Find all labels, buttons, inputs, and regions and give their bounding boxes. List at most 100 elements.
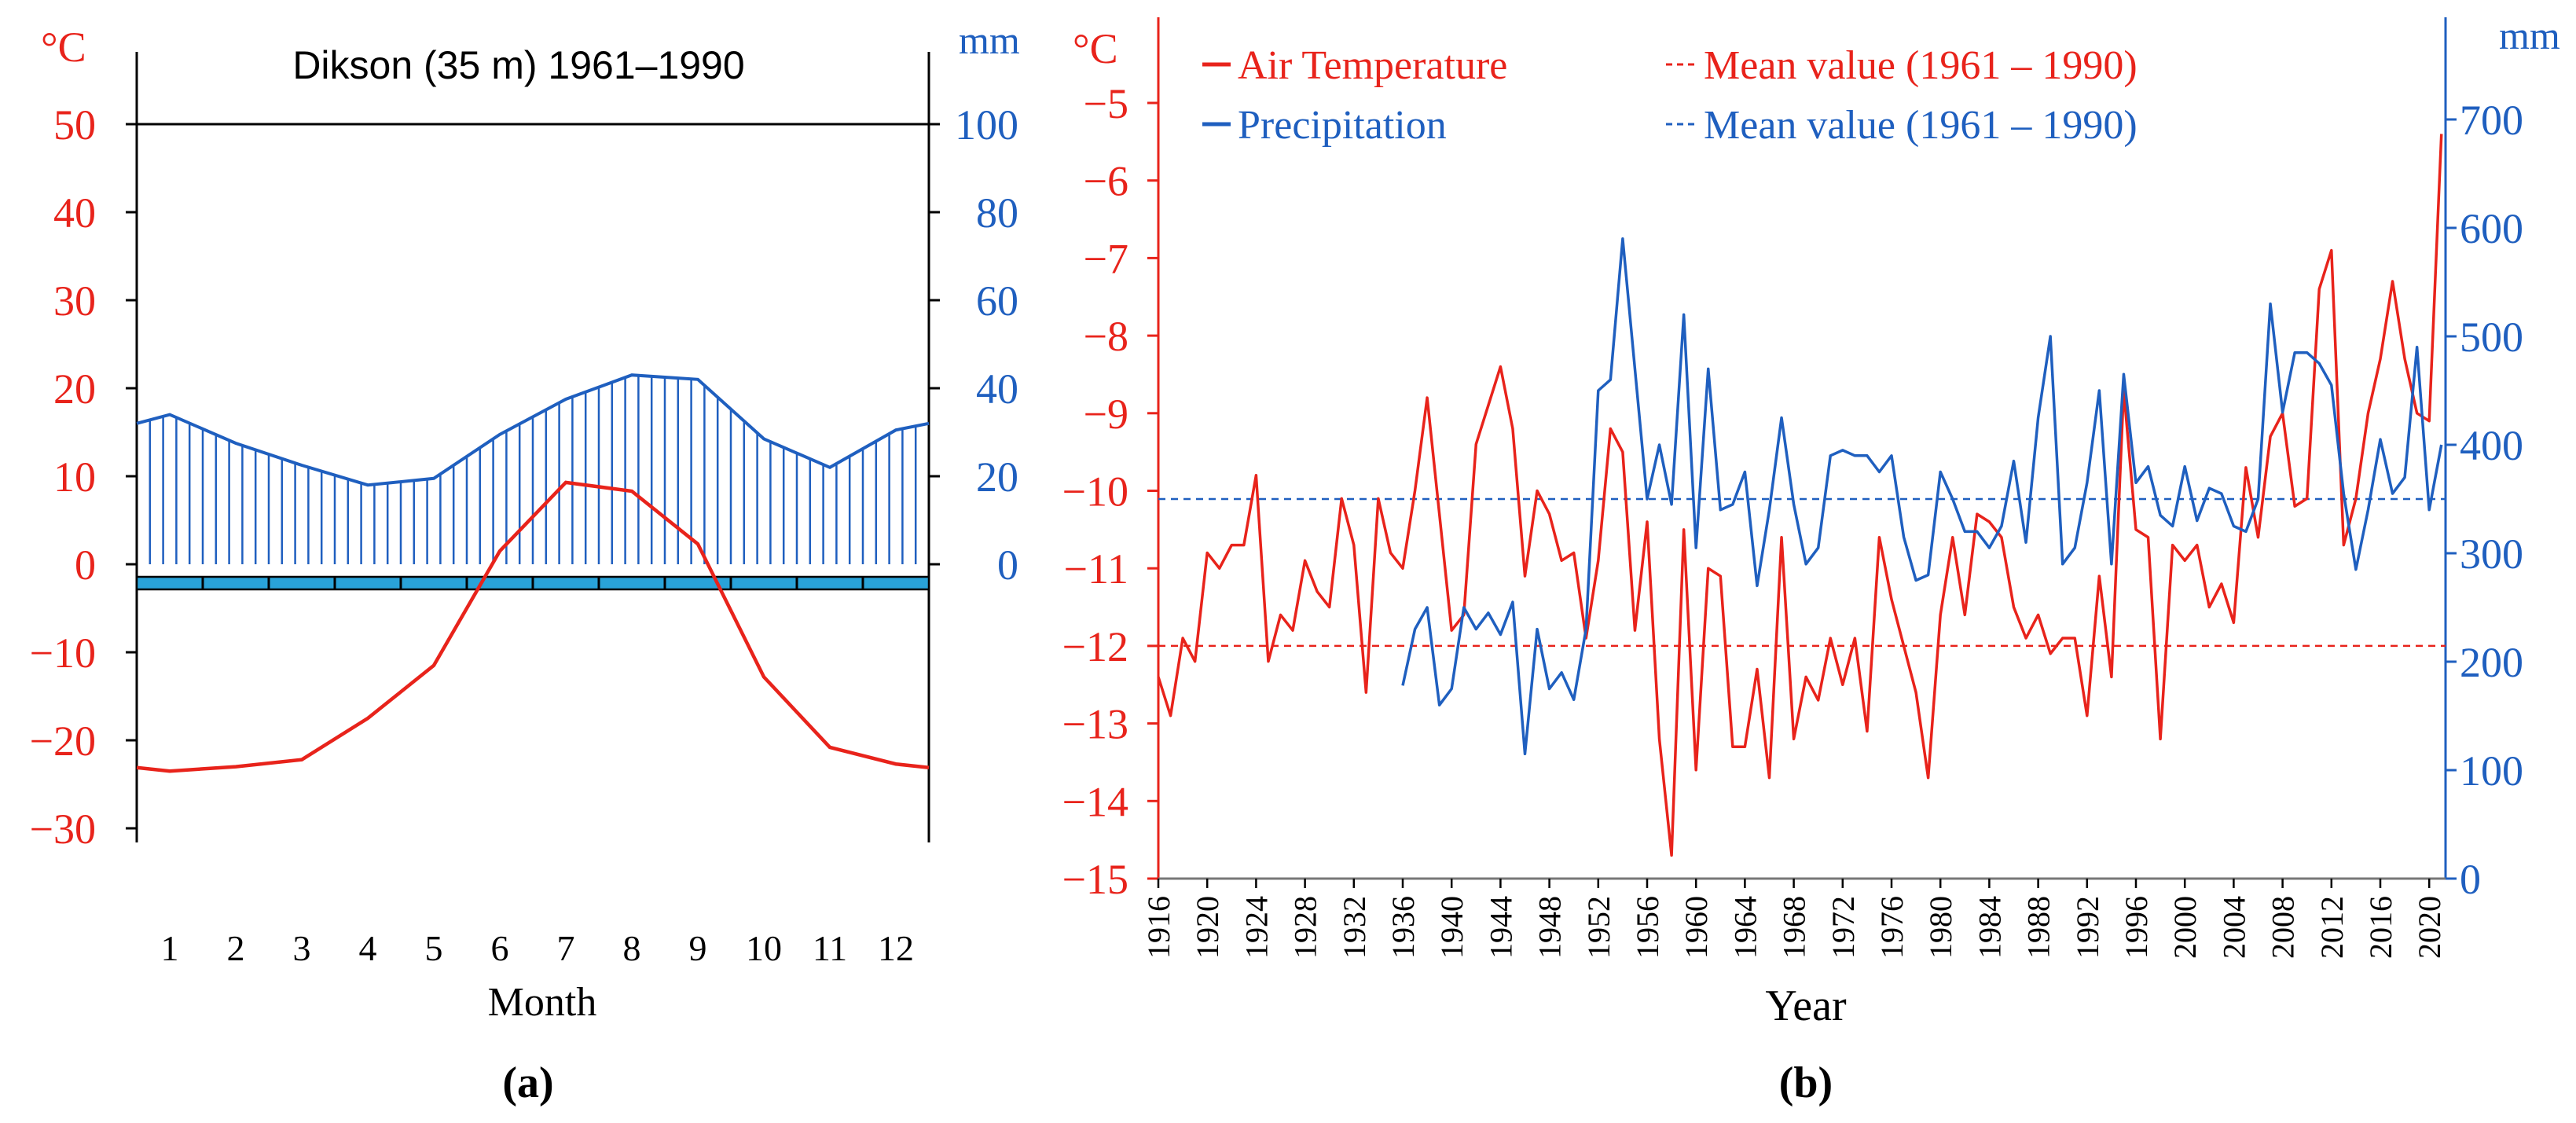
- panel-a-month-label: 9: [689, 928, 707, 968]
- panel-b-precipitation-line: [1401, 237, 2443, 756]
- panel-b-x-tick-label: 1984: [1972, 896, 2007, 959]
- panel-a-month-label: 1: [161, 928, 179, 968]
- panel-a-month-label: 8: [623, 928, 641, 968]
- panel-b-x-tick-label: 1920: [1190, 896, 1225, 959]
- panel-a-right-tick-label: 80: [976, 189, 1018, 237]
- panel-b-x-tick-label: 1960: [1679, 896, 1714, 959]
- panel-b-left-tick-label: −12: [1062, 623, 1128, 670]
- panel-b-x-tick-label: 1956: [1630, 896, 1665, 959]
- panel-a-xlabel: Month: [488, 980, 597, 1025]
- panel-b-xlabel: Year: [1765, 982, 1847, 1030]
- panel-b-x-tick-label: 1996: [2119, 896, 2154, 959]
- panel-a-right-tick-label: 40: [976, 365, 1018, 413]
- panel-a-month-label: 2: [227, 928, 245, 968]
- panel-b-x-tick-label: 1988: [2021, 896, 2057, 959]
- panel-b-left-tick-label: −13: [1062, 701, 1128, 748]
- panel-b-x-tick-label: 1936: [1385, 896, 1421, 959]
- panel-a-left-tick-label: 50: [53, 101, 96, 149]
- panel-b-x-tick-label: 2008: [2266, 896, 2301, 959]
- panel-a-month-label: 10: [746, 928, 782, 968]
- panel-a-month-label: 11: [813, 928, 847, 968]
- precipitation-area-hatch: [135, 375, 930, 564]
- panel-a-month-label: 5: [425, 928, 443, 968]
- panel-b-temperature-line: [1157, 134, 2443, 857]
- panel-b-right-tick-label: 300: [2460, 530, 2523, 578]
- legend-temp-label: Air Temperature: [1238, 43, 1507, 88]
- panel-a-right-tick-label: 60: [976, 277, 1018, 325]
- panel-b-left-tick-label: −14: [1062, 778, 1128, 825]
- panel-a-title: Dikson (35 m) 1961–1990: [292, 43, 744, 87]
- panel-b-x-tick-label: 1972: [1826, 896, 1861, 959]
- panel-a-left-tick-label: −20: [30, 717, 96, 765]
- panel-a-series: [136, 373, 930, 773]
- panel-b-left-tick-label: −7: [1084, 235, 1128, 282]
- panel-b-left-tick-label: −10: [1062, 468, 1128, 516]
- legend-temp-mean-label: Mean value (1961 – 1990): [1704, 43, 2137, 88]
- panel-b-x-tick-label: 1932: [1337, 896, 1372, 959]
- panel-b-time-series: −5 −6 −7 −8 −9 −10 −11 −12 −13 −14 −15 700 600 500 400…: [1062, 13, 2560, 1107]
- panel-a-temperature-line: [136, 480, 930, 773]
- panel-b-x-tick-label: 1924: [1238, 896, 1274, 959]
- panel-b-x-tick-label: 1952: [1581, 896, 1616, 959]
- panel-a-left-tick-label: 20: [53, 365, 96, 413]
- panel-b-series: [1157, 134, 2446, 857]
- panel-a-left-tick-label: 30: [53, 277, 96, 325]
- panel-b-x-tick-label: 1992: [2070, 896, 2105, 959]
- panel-b-left-tick-label: −5: [1084, 80, 1128, 127]
- panel-b-x-tick-label: 2004: [2216, 896, 2251, 959]
- panel-b-x-tick-label: 1976: [1874, 896, 1910, 959]
- legend-precip-mean-label: Mean value (1961 – 1990): [1704, 103, 2137, 148]
- panel-b-right-tick-label: 500: [2460, 314, 2523, 361]
- panel-a-right-unit: mm: [959, 18, 1020, 62]
- panel-a-axes: [126, 52, 940, 842]
- panel-b-x-tick-label: 2012: [2314, 896, 2350, 959]
- panel-a-right-tick-label: 0: [997, 541, 1018, 589]
- panel-b-right-tick-label: 600: [2460, 205, 2523, 252]
- panel-b-left-tick-label: −9: [1084, 391, 1128, 438]
- panel-b-right-tick-label: 0: [2460, 856, 2481, 903]
- panel-b-x-tick-label: 2020: [2412, 896, 2447, 959]
- panel-a-month-label: 12: [878, 928, 914, 968]
- panel-a-month-label: 4: [359, 928, 377, 968]
- panel-a-left-tick-label: 0: [75, 541, 96, 589]
- panel-b-x-tick-label: 1980: [1923, 896, 1958, 959]
- panel-b-x-tick-label: 1928: [1288, 896, 1323, 959]
- panel-b-x-tick-label: 1964: [1727, 896, 1763, 959]
- panel-b-left-tick-label: −6: [1084, 158, 1128, 205]
- panel-b-left-tick-label: −15: [1062, 856, 1128, 903]
- panel-b-axes: [1147, 17, 2457, 888]
- panel-b-label: (b): [1779, 1059, 1833, 1107]
- panel-b-x-tick-label: 1948: [1532, 896, 1568, 959]
- panel-b-right-tick-label: 400: [2460, 422, 2523, 469]
- panel-b-x-tick-label: 1968: [1777, 896, 1812, 959]
- panel-a-month-label: 3: [293, 928, 311, 968]
- panel-b-left-tick-label: −8: [1084, 313, 1128, 360]
- panel-a-left-tick-label: 40: [53, 189, 96, 237]
- panel-a-left-tick-label: −10: [30, 629, 96, 677]
- panel-b-right-tick-label: 700: [2460, 97, 2523, 144]
- panel-b-legend: Air Temperature Precipitation Mean value…: [1202, 43, 2137, 148]
- panel-b-right-unit: mm: [2499, 13, 2560, 57]
- panel-b-x-tick-label: 1940: [1434, 896, 1470, 959]
- panel-b-right-tick-label: 100: [2460, 747, 2523, 795]
- panel-a-right-tick-label: 100: [955, 101, 1018, 149]
- legend-precip-label: Precipitation: [1238, 103, 1447, 148]
- panel-b-left-unit: °C: [1073, 25, 1118, 72]
- panel-a-left-tick-label: 10: [53, 453, 96, 501]
- panel-b-x-tick-label: 1916: [1141, 896, 1176, 959]
- panel-b-right-tick-label: 200: [2460, 639, 2523, 686]
- panel-a-precipitation-line: [136, 373, 930, 487]
- panel-b-left-tick-label: −11: [1064, 545, 1128, 593]
- panel-b-tick-labels: −5 −6 −7 −8 −9 −10 −11 −12 −13 −14 −15 700 600 500 400…: [1062, 80, 2523, 959]
- panel-b-x-tick-label: 1944: [1483, 896, 1518, 959]
- panel-a-month-label: 7: [557, 928, 575, 968]
- panel-b-x-tick-label: 2016: [2363, 896, 2398, 959]
- panel-b-x-tick-label: 2000: [2167, 896, 2203, 959]
- panel-a-left-unit: °C: [41, 24, 86, 71]
- panel-a-month-label: 6: [491, 928, 509, 968]
- panel-a-left-tick-label: −30: [30, 806, 96, 853]
- panel-a-right-tick-label: 20: [976, 453, 1018, 501]
